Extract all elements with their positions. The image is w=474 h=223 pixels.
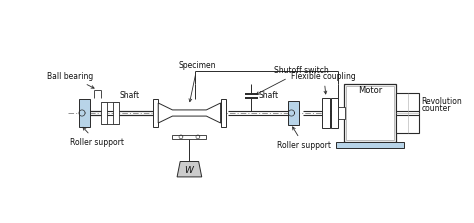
Bar: [396, 93, 419, 133]
Bar: [344, 84, 396, 142]
Text: Flexible coupling: Flexible coupling: [292, 72, 356, 94]
Text: Shaft: Shaft: [258, 91, 278, 100]
Text: Roller support: Roller support: [277, 127, 331, 150]
Text: Revolution: Revolution: [421, 97, 462, 106]
Text: Motor: Motor: [358, 86, 382, 95]
Text: counter: counter: [421, 104, 451, 113]
Bar: [79, 99, 90, 127]
Bar: [153, 99, 158, 127]
Text: Ball bearing: Ball bearing: [47, 72, 94, 88]
Bar: [220, 99, 226, 127]
Bar: [346, 86, 394, 140]
Bar: [322, 98, 330, 128]
Text: Specimen: Specimen: [179, 61, 216, 102]
Polygon shape: [158, 103, 220, 123]
Bar: [113, 102, 119, 124]
Text: Roller support: Roller support: [70, 127, 124, 147]
Text: Shaft: Shaft: [119, 91, 140, 100]
Text: $W$: $W$: [184, 165, 195, 176]
Bar: [173, 134, 206, 139]
Text: Shutoff switch: Shutoff switch: [256, 66, 329, 94]
Bar: [101, 102, 108, 124]
Bar: [331, 98, 337, 128]
Polygon shape: [177, 161, 202, 177]
Bar: [337, 107, 345, 119]
Bar: [288, 101, 299, 125]
Bar: [336, 142, 404, 149]
